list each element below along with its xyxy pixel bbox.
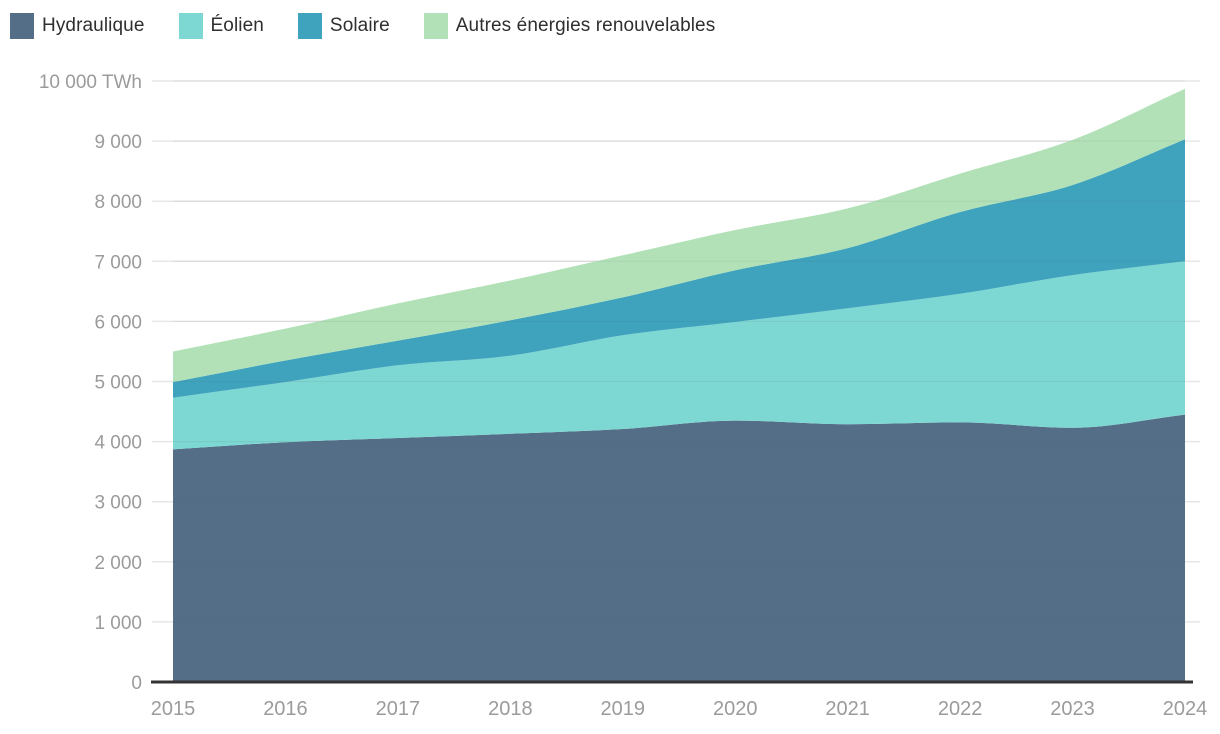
y-axis-tick-label: 1 000 [94,613,142,634]
x-axis-tick-label: 2019 [601,698,646,720]
area-eolien[interactable] [173,261,1185,450]
x-axis-tick-label: 2016 [263,698,308,720]
y-axis-tick-label: 8 000 [94,192,142,213]
legend-swatch-icon [297,13,322,39]
x-axis-tick-label: 2017 [376,698,421,720]
y-axis-tick-label: 4 000 [94,433,142,454]
legend-label: Éolien [210,15,264,36]
legend-swatch-icon [10,13,34,39]
x-axis-tick-label: 2023 [1050,698,1095,720]
y-axis-tick-label: 2 000 [94,553,142,574]
area-autres-energies-renouvelables[interactable] [173,88,1185,383]
area-hydraulique[interactable] [173,414,1185,682]
legend-item-4: Autres énergies renouvelables [423,13,716,39]
chart-legend: Hydraulique Éolien Solaire Autres énergies … [10,13,715,39]
y-axis-tick-label: 5 000 [94,373,142,394]
y-axis-tick-label: 7 000 [94,252,142,273]
x-axis-tick-label: 2024 [1163,698,1208,720]
legend-label: Autres énergies renouvelables [455,15,716,36]
legend-swatch-icon [423,13,448,39]
x-axis-tick-label: 2021 [825,698,870,720]
legend-item-2: Éolien [178,13,264,39]
y-axis-tick-label: 3 000 [94,493,142,514]
x-axis-tick-label: 2022 [938,698,983,720]
legend-swatch-icon [178,13,203,39]
x-axis-tick-label: 2015 [151,698,196,720]
y-axis-tick-label: 9 000 [94,132,142,153]
legend-label: Hydraulique [42,15,145,36]
area-solaire[interactable] [173,139,1185,398]
legend-label: Solaire [329,15,390,36]
x-axis-tick-label: 2020 [713,698,758,720]
y-axis-tick-label: 6 000 [94,312,142,333]
x-axis-tick-label: 2018 [488,698,533,720]
legend-item-3: Solaire [297,13,390,39]
legend-item-1: Hydraulique [10,13,145,39]
y-axis-tick-label: 10 000 TWh [39,72,142,93]
y-axis-tick-label: 0 [131,673,142,694]
